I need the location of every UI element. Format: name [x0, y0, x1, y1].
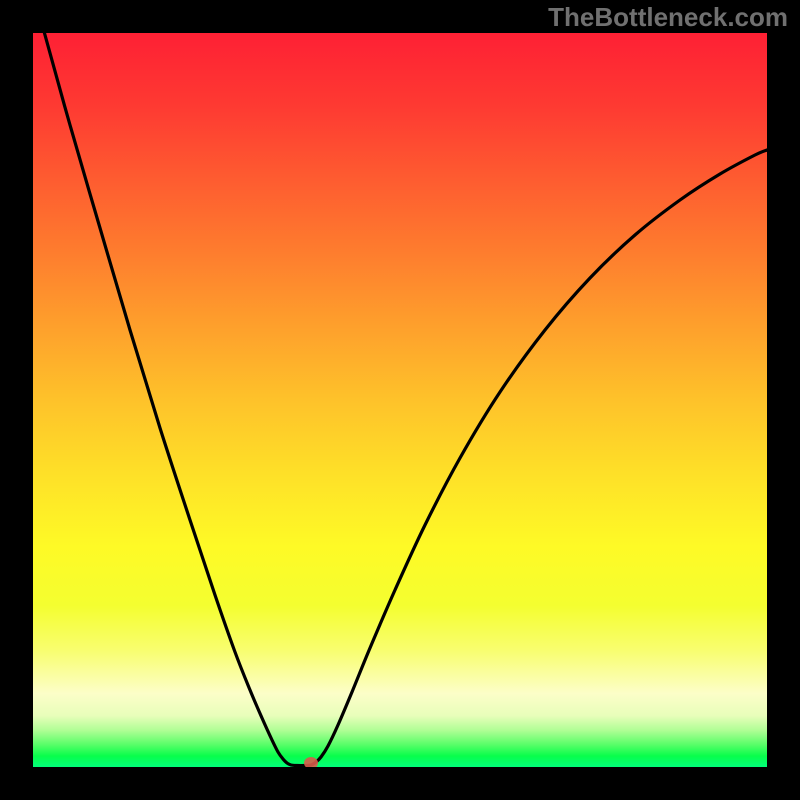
chart-container: TheBottleneck.com: [0, 0, 800, 800]
plot-background: [33, 33, 767, 767]
watermark-text: TheBottleneck.com: [548, 2, 788, 33]
